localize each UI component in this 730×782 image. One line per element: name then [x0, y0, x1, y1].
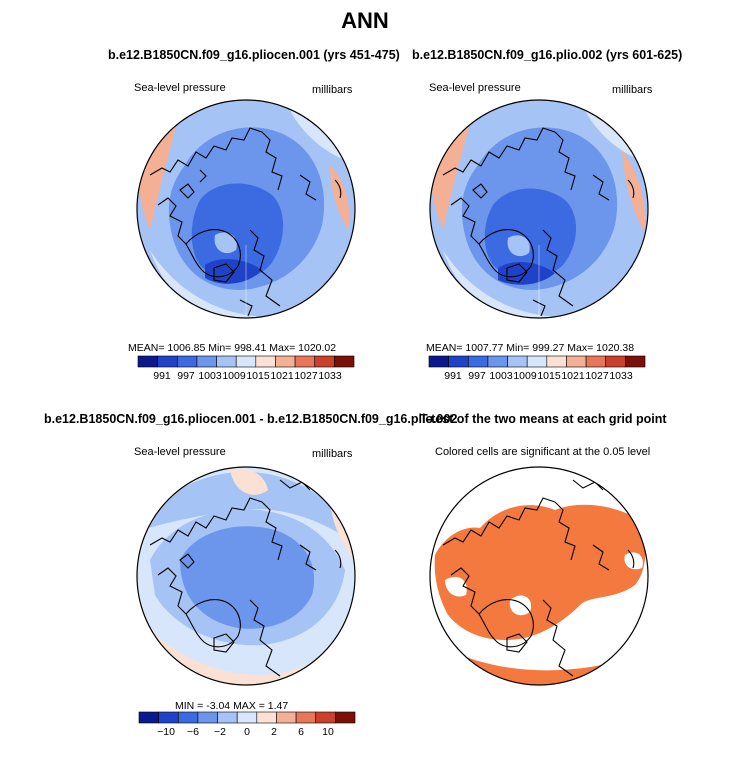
panel2-stats: MEAN= 1007.77 Min= 999.27 Max= 1020.38 [426, 342, 635, 354]
map-panel1 [136, 99, 356, 319]
map-panel3 [136, 466, 356, 686]
coastlines [149, 479, 342, 677]
colorbar-swatch [334, 355, 355, 368]
field-band [150, 250, 340, 318]
colorbar-swatch [546, 355, 567, 368]
field-band [214, 232, 237, 254]
colorbar-tick-label: 1021 [270, 370, 294, 382]
colorbar-swatch [487, 355, 508, 368]
colorbar-swatch [295, 711, 317, 724]
colorbar-swatch [526, 355, 548, 368]
colorbar-panel2: 991 997 1003 1009 1015 1021 1027 1033 [428, 355, 646, 382]
colorbar-tick-label: 1015 [537, 370, 561, 382]
colorbar-tick-label: 997 [468, 370, 486, 382]
colorbar-tick-label: 6 [298, 726, 304, 738]
colorbar-swatch [236, 711, 258, 724]
colorbar-swatch [176, 355, 198, 368]
panel4-title: T-test of the two means at each grid poi… [420, 412, 667, 426]
panel1-stats: MEAN= 1006.85 Min= 998.41 Max= 1020.02 [128, 342, 337, 354]
panel2-title: b.e12.B1850CN.f09_g16.plio.002 (yrs 601-… [412, 48, 683, 62]
colorbar-tick-label: 991 [444, 370, 462, 382]
colorbar-swatch [605, 355, 626, 368]
colorbar-swatch [217, 711, 238, 724]
colorbar-tick-label: 1027 [585, 370, 609, 382]
panel4-note-label: Colored cells are significant at the 0.0… [435, 446, 651, 458]
map-panel2 [429, 99, 649, 319]
positive-anomaly-region [230, 468, 268, 495]
colorbar-tick-label: 1009 [513, 370, 537, 382]
colorbar-panel1: 991 997 1003 1009 1015 1021 1027 1033 [137, 355, 355, 382]
colorbar-tick-label: 2 [271, 726, 277, 738]
colorbar-tick-label: −10 [157, 726, 175, 738]
colorbar-tick-label: 1021 [561, 370, 585, 382]
panel2-units-label: millibars [612, 84, 653, 96]
panel2-variable-label: Sea-level pressure [429, 82, 521, 94]
field-band [585, 110, 640, 160]
colorbar-swatch [314, 355, 335, 368]
panel1-units-label: millibars [312, 84, 353, 96]
panel1-title: b.e12.B1850CN.f09_g16.pliocen.001 (yrs 4… [108, 48, 400, 62]
colorbar-tick-label: 1033 [318, 370, 342, 382]
panel1-variable-label: Sea-level pressure [134, 82, 226, 94]
coastlines [442, 127, 635, 317]
coastlines [149, 127, 342, 317]
colorbar-swatch [197, 711, 218, 724]
colorbar-swatch [625, 355, 646, 368]
panel3-stats: MIN = -3.04 MAX = 1.47 [175, 700, 289, 712]
colorbar-swatch [448, 355, 469, 368]
colorbar-tick-label: 0 [244, 726, 250, 738]
colorbar-swatch [138, 711, 159, 724]
colorbar-swatch [566, 355, 587, 368]
colorbar-tick-label: −2 [214, 726, 226, 738]
colorbar-swatch [428, 355, 449, 368]
colorbar-tick-label: 1033 [609, 370, 633, 382]
colorbar-swatch [507, 355, 528, 368]
panel3-variable-label: Sea-level pressure [134, 446, 226, 458]
colorbar-tick-label: −6 [187, 726, 199, 738]
colorbar-tick-label: 10 [322, 726, 334, 738]
colorbar-swatch [177, 711, 199, 724]
colorbar-tick-label: 1009 [222, 370, 246, 382]
colorbar-swatch [157, 355, 178, 368]
high-pressure-region [330, 165, 350, 230]
field-band [507, 235, 530, 257]
figure-title: ANN [341, 8, 389, 33]
colorbar-swatch [216, 355, 237, 368]
colorbar-tick-label: 1003 [489, 370, 513, 382]
colorbar-swatch [294, 355, 316, 368]
colorbar-tick-label: 997 [177, 370, 195, 382]
colorbar-swatch [276, 711, 297, 724]
colorbar-swatch [467, 355, 489, 368]
low-pressure-region [191, 183, 284, 280]
colorbar-swatch [335, 711, 356, 724]
field-band [443, 250, 633, 318]
colorbar-swatch [585, 355, 607, 368]
colorbar-tick-label: 991 [153, 370, 171, 382]
colorbar-swatch [255, 355, 276, 368]
colorbar-swatch [275, 355, 296, 368]
colorbar-tick-label: 1027 [294, 370, 318, 382]
colorbar-swatch [137, 355, 158, 368]
panel3-units-label: millibars [312, 448, 353, 460]
colorbar-tick-label: 1003 [198, 370, 222, 382]
colorbar-swatch [256, 711, 277, 724]
coastlines [442, 479, 635, 677]
not-significant-region [445, 576, 467, 597]
panel3-title: b.e12.B1850CN.f09_g16.pliocen.001 - b.e1… [44, 412, 458, 426]
low-pressure-region [484, 188, 577, 279]
colorbar-swatch [158, 711, 179, 724]
colorbar-swatch [235, 355, 257, 368]
field-band [290, 110, 345, 160]
colorbar-swatch [315, 711, 336, 724]
colorbar-panel3: −10 −6 −2 0 2 6 10 [138, 711, 356, 738]
colorbar-swatch [196, 355, 217, 368]
colorbar-tick-label: 1015 [246, 370, 270, 382]
map-panel4 [429, 466, 649, 686]
field-band [140, 471, 350, 540]
